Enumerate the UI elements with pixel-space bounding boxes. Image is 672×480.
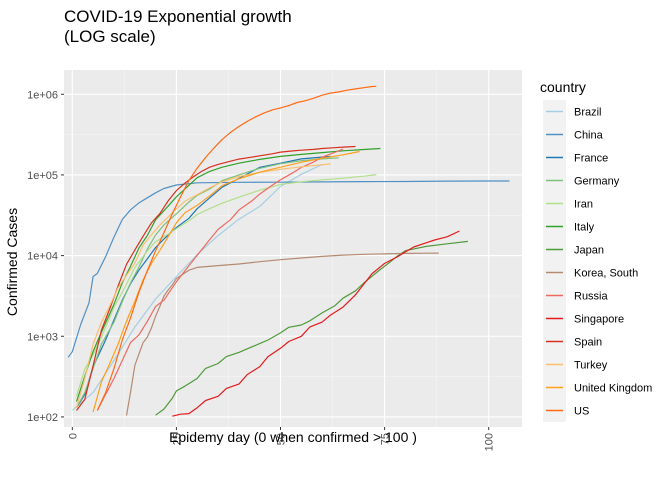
series-line-china — [67, 180, 510, 358]
y-tick-label: 1e+02 — [27, 412, 58, 424]
legend-label-russia: Russia — [574, 291, 609, 303]
x-tick-label: 75 — [380, 433, 392, 445]
legend-label-singapore: Singapore — [574, 314, 624, 326]
legend-label-china: China — [574, 130, 604, 142]
minor-gridlines — [64, 70, 522, 427]
plot-panel — [64, 70, 522, 427]
legend-label-germany: Germany — [574, 176, 620, 188]
y-tick-label: 1e+03 — [27, 331, 58, 343]
x-tick-label: 50 — [276, 433, 288, 445]
x-axis: 0 25 50 75 100 — [67, 427, 496, 451]
y-tick-label: 1e+05 — [27, 170, 58, 182]
major-gridlines — [64, 70, 522, 427]
legend-title: country — [540, 79, 586, 95]
series-line-italy — [75, 147, 381, 402]
legend-label-united-kingdom: United Kingdom — [574, 383, 652, 395]
y-axis: 1e+02 1e+03 1e+04 1e+05 1e+06 — [27, 89, 64, 424]
legend-label-japan: Japan — [574, 245, 604, 257]
legend-label-italy: Italy — [574, 222, 595, 234]
series-line-japan — [155, 240, 468, 416]
series-line-us — [96, 85, 377, 411]
series-line-korea-south — [125, 252, 439, 416]
legend-label-spain: Spain — [574, 337, 602, 349]
legend-label-france: France — [574, 153, 608, 165]
legend-key-background — [543, 100, 566, 422]
y-tick-label: 1e+06 — [27, 89, 58, 101]
legend-label-iran: Iran — [574, 199, 593, 211]
legend-label-us: US — [574, 406, 589, 418]
series-line-spain — [76, 145, 356, 411]
x-tick-label: 100 — [484, 433, 496, 451]
y-tick-label: 1e+04 — [27, 251, 58, 263]
x-tick-label: 25 — [171, 433, 183, 445]
chart-title-line-1: COVID-19 Exponential growth — [64, 7, 292, 26]
series-line-russia — [96, 148, 344, 411]
x-tick-label: 0 — [67, 433, 79, 439]
legend: country Brazil China France Germany Iran Ital… — [540, 79, 652, 422]
series-lines — [67, 85, 510, 417]
series-line-united-kingdom — [92, 150, 360, 413]
series-line-turkey — [75, 163, 331, 408]
series-line-iran — [75, 174, 377, 397]
y-axis-title: Confirmed Cases — [4, 208, 20, 316]
series-line-singapore — [172, 230, 460, 417]
legend-label-turkey: Turkey — [574, 360, 608, 372]
legend-label-korea-south: Korea, South — [574, 268, 638, 280]
legend-label-brazil: Brazil — [574, 107, 602, 119]
x-axis-title: Epidemy day (0 when confirmed > 100 ) — [169, 429, 417, 445]
chart-title-line-2: (LOG scale) — [64, 27, 156, 46]
